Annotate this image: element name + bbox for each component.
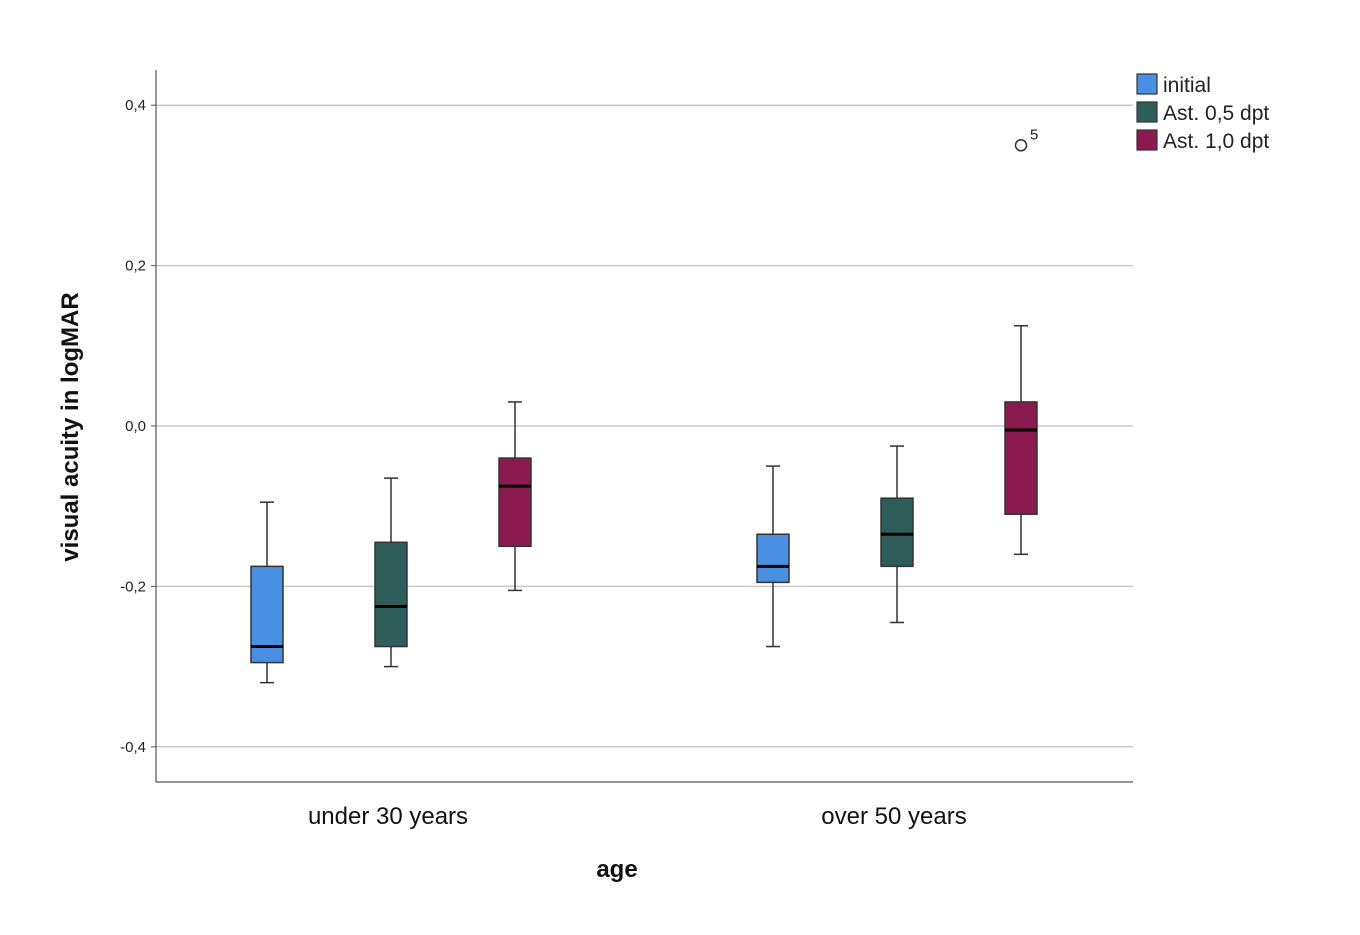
box-1-1: [880, 445, 914, 624]
box-0-0: [250, 501, 284, 684]
x-category-label: under 30 years: [308, 803, 468, 830]
box-iqr: [498, 457, 532, 548]
boxes: 5: [250, 126, 1038, 684]
box-iqr: [1004, 401, 1038, 515]
outlier-label: 5: [1030, 126, 1038, 143]
box-2-1: [1004, 325, 1038, 556]
x-category-label: over 50 years: [821, 803, 966, 830]
y-tick-label: -0,2: [120, 578, 146, 595]
box-1-0: [374, 477, 408, 668]
y-tick-label: 0,0: [125, 418, 146, 435]
legend: initial Ast. 0,5 dpt Ast. 1,0 dpt: [1136, 73, 1269, 153]
box-iqr: [756, 533, 790, 584]
legend-label: Ast. 1,0 dpt: [1163, 130, 1269, 153]
gridlines: [156, 104, 1133, 748]
legend-label: initial: [1163, 74, 1211, 97]
legend-label: Ast. 0,5 dpt: [1163, 102, 1269, 125]
y-tick-label: 0,2: [125, 258, 146, 275]
y-axis-title: visual acuity in logMAR: [57, 292, 84, 561]
x-axis-title: age: [596, 856, 637, 883]
y-tick-label: 0,4: [125, 97, 146, 114]
outlier-point: [1014, 139, 1028, 152]
y-tick-label: -0,4: [120, 739, 146, 756]
legend-swatch: [1136, 101, 1158, 123]
box-0-1: [756, 465, 790, 648]
legend-swatch: [1136, 73, 1158, 95]
box-iqr: [250, 565, 284, 664]
box-iqr: [880, 497, 914, 568]
legend-swatch: [1136, 129, 1158, 151]
axes: 0,4 0,2 0,0 -0,2 -0,4 under 30 years over 50 y…: [120, 70, 1133, 830]
box-iqr: [374, 541, 408, 648]
box-2-0: [498, 401, 532, 592]
